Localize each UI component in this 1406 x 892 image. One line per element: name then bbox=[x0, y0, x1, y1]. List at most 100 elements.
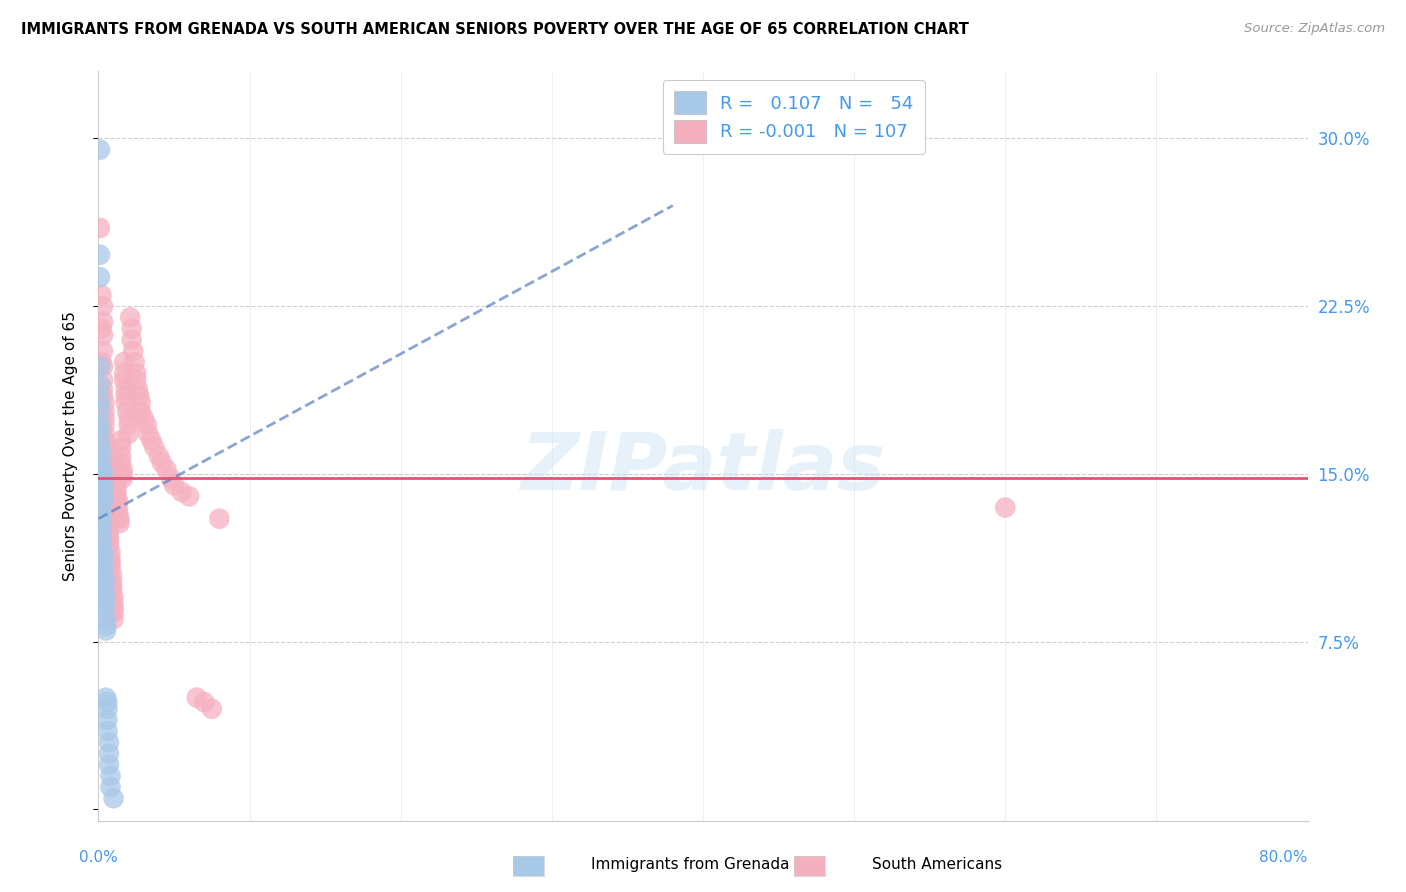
Point bbox=[94, 462, 117, 476]
Point bbox=[93, 579, 115, 593]
Point bbox=[110, 456, 132, 470]
Point bbox=[103, 597, 125, 611]
Point bbox=[98, 735, 121, 749]
Point bbox=[96, 493, 118, 508]
Point bbox=[103, 606, 125, 620]
Point bbox=[101, 579, 124, 593]
Point bbox=[91, 549, 114, 564]
Point bbox=[122, 343, 145, 358]
Point bbox=[103, 590, 125, 604]
Point bbox=[96, 484, 118, 499]
Point bbox=[125, 367, 148, 381]
Point bbox=[89, 417, 111, 432]
Point bbox=[121, 333, 143, 347]
Point bbox=[179, 489, 201, 503]
Point bbox=[90, 484, 112, 499]
Point bbox=[96, 507, 118, 521]
Point bbox=[91, 359, 114, 374]
Point bbox=[89, 359, 111, 374]
Point bbox=[150, 456, 173, 470]
Point bbox=[89, 438, 111, 452]
Point bbox=[96, 500, 118, 515]
Point bbox=[91, 373, 114, 387]
Point bbox=[108, 516, 131, 531]
Point bbox=[170, 484, 193, 499]
Point bbox=[90, 496, 112, 510]
Text: 0.0%: 0.0% bbox=[79, 850, 118, 864]
Legend: R =   0.107   N =   54, R = -0.001   N = 107: R = 0.107 N = 54, R = -0.001 N = 107 bbox=[662, 80, 925, 154]
Point bbox=[94, 690, 117, 705]
Point bbox=[93, 585, 115, 599]
Point bbox=[91, 299, 114, 313]
Point bbox=[101, 574, 124, 589]
Point bbox=[104, 456, 127, 470]
Point bbox=[93, 572, 115, 586]
Point bbox=[96, 713, 118, 727]
Point bbox=[91, 328, 114, 343]
Point bbox=[103, 612, 125, 626]
Point bbox=[201, 702, 224, 716]
Point bbox=[91, 478, 114, 492]
Point bbox=[93, 434, 115, 448]
Point bbox=[101, 567, 124, 582]
Text: ZIPatlas: ZIPatlas bbox=[520, 429, 886, 508]
Point bbox=[91, 561, 114, 575]
Point bbox=[110, 440, 132, 454]
Point bbox=[107, 493, 129, 508]
Point bbox=[141, 434, 163, 448]
Point bbox=[89, 143, 111, 157]
Point bbox=[129, 404, 152, 418]
Point bbox=[112, 373, 135, 387]
Point bbox=[91, 493, 114, 508]
Point bbox=[94, 478, 117, 492]
Point bbox=[91, 389, 114, 403]
Point bbox=[90, 456, 112, 470]
Point bbox=[94, 612, 117, 626]
Point bbox=[111, 471, 134, 485]
Point bbox=[90, 511, 112, 525]
Point bbox=[93, 411, 115, 425]
Point bbox=[89, 377, 111, 392]
Point bbox=[115, 404, 138, 418]
Point bbox=[93, 426, 115, 441]
Point bbox=[91, 315, 114, 329]
Point bbox=[93, 601, 115, 615]
Point bbox=[98, 523, 121, 537]
Point bbox=[105, 484, 128, 499]
Point bbox=[98, 530, 121, 544]
Point bbox=[118, 426, 141, 441]
Point bbox=[91, 382, 114, 396]
Point bbox=[89, 248, 111, 262]
Point bbox=[90, 489, 112, 503]
Point bbox=[93, 590, 115, 604]
Point bbox=[98, 747, 121, 761]
Point bbox=[124, 355, 146, 369]
Point bbox=[89, 404, 111, 418]
Point bbox=[104, 467, 127, 481]
Point bbox=[90, 541, 112, 555]
Point bbox=[100, 780, 122, 794]
Point bbox=[121, 321, 143, 335]
Point bbox=[91, 467, 114, 481]
Point bbox=[132, 411, 155, 425]
Point bbox=[94, 440, 117, 454]
Text: 80.0%: 80.0% bbox=[1260, 850, 1308, 864]
Point bbox=[96, 724, 118, 739]
Point bbox=[90, 321, 112, 335]
Point bbox=[94, 619, 117, 633]
Point bbox=[96, 511, 118, 525]
Point bbox=[105, 489, 128, 503]
Point bbox=[93, 395, 115, 409]
Point bbox=[100, 769, 122, 783]
Point bbox=[93, 404, 115, 418]
Point bbox=[120, 310, 142, 325]
Point bbox=[90, 534, 112, 549]
Point bbox=[112, 355, 135, 369]
Point bbox=[118, 411, 141, 425]
Point bbox=[135, 417, 157, 432]
Text: IMMIGRANTS FROM GRENADA VS SOUTH AMERICAN SENIORS POVERTY OVER THE AGE OF 65 COR: IMMIGRANTS FROM GRENADA VS SOUTH AMERICA… bbox=[21, 22, 969, 37]
Point bbox=[118, 417, 141, 432]
Point bbox=[89, 426, 111, 441]
Point bbox=[90, 527, 112, 541]
Point bbox=[98, 516, 121, 531]
